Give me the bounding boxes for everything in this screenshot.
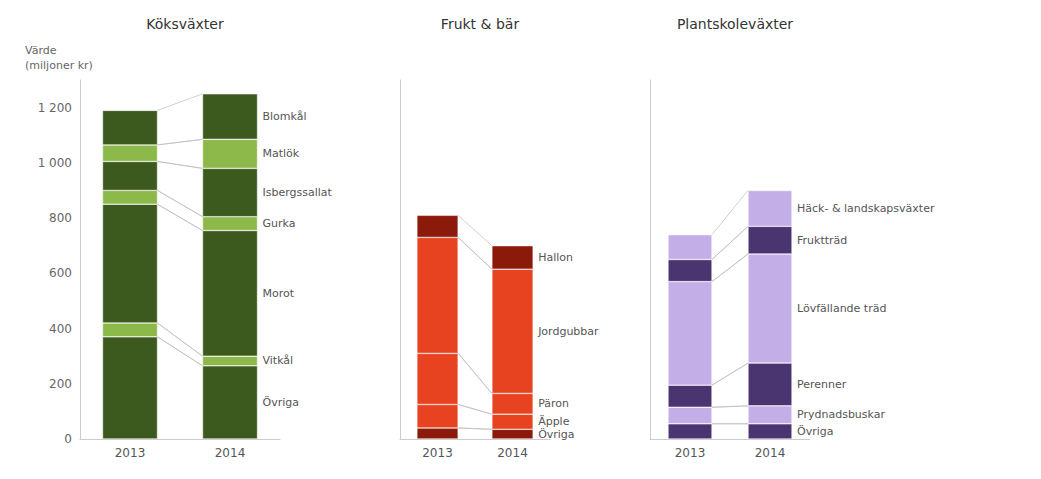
- svg-text:2013: 2013: [115, 446, 146, 460]
- svg-text:Morot: Morot: [263, 287, 295, 300]
- svg-text:Vitkål: Vitkål: [263, 354, 294, 367]
- svg-text:1 000: 1 000: [38, 156, 72, 170]
- svg-text:Äpple: Äpple: [538, 415, 570, 428]
- svg-text:Värde: Värde: [25, 44, 57, 57]
- svg-text:Frukt & bär: Frukt & bär: [441, 16, 520, 32]
- svg-text:2014: 2014: [215, 446, 246, 460]
- svg-text:Plantskoleväxter: Plantskoleväxter: [677, 16, 793, 32]
- svg-text:Gurka: Gurka: [263, 217, 296, 230]
- svg-text:2014: 2014: [755, 446, 786, 460]
- svg-text:Blomkål: Blomkål: [263, 110, 307, 123]
- svg-text:Matlök: Matlök: [263, 147, 300, 160]
- svg-text:Jordgubbar: Jordgubbar: [537, 325, 599, 338]
- svg-text:200: 200: [49, 377, 72, 391]
- svg-text:2013: 2013: [675, 446, 706, 460]
- svg-text:Övriga: Övriga: [538, 428, 574, 441]
- svg-text:Isbergssallat: Isbergssallat: [263, 186, 333, 199]
- svg-text:400: 400: [49, 322, 72, 336]
- svg-text:Lövfällande träd: Lövfällande träd: [797, 302, 886, 315]
- svg-text:Perenner: Perenner: [797, 378, 847, 391]
- svg-text:Prydnadsbuskar: Prydnadsbuskar: [797, 408, 885, 421]
- svg-text:2013: 2013: [422, 446, 453, 460]
- svg-text:0: 0: [64, 432, 72, 446]
- svg-text:2014: 2014: [497, 446, 528, 460]
- svg-text:Övriga: Övriga: [797, 425, 833, 438]
- svg-text:(miljoner kr): (miljoner kr): [25, 59, 93, 72]
- svg-text:1 200: 1 200: [38, 101, 72, 115]
- svg-text:Päron: Päron: [538, 397, 569, 410]
- svg-text:800: 800: [49, 211, 72, 225]
- svg-text:Häck- & landskapsväxter: Häck- & landskapsväxter: [797, 202, 935, 215]
- svg-text:Köksväxter: Köksväxter: [146, 16, 224, 32]
- svg-text:600: 600: [49, 266, 72, 280]
- svg-text:Övriga: Övriga: [263, 396, 299, 409]
- svg-text:Hallon: Hallon: [538, 251, 573, 264]
- svg-text:Fruktträd: Fruktträd: [797, 234, 847, 247]
